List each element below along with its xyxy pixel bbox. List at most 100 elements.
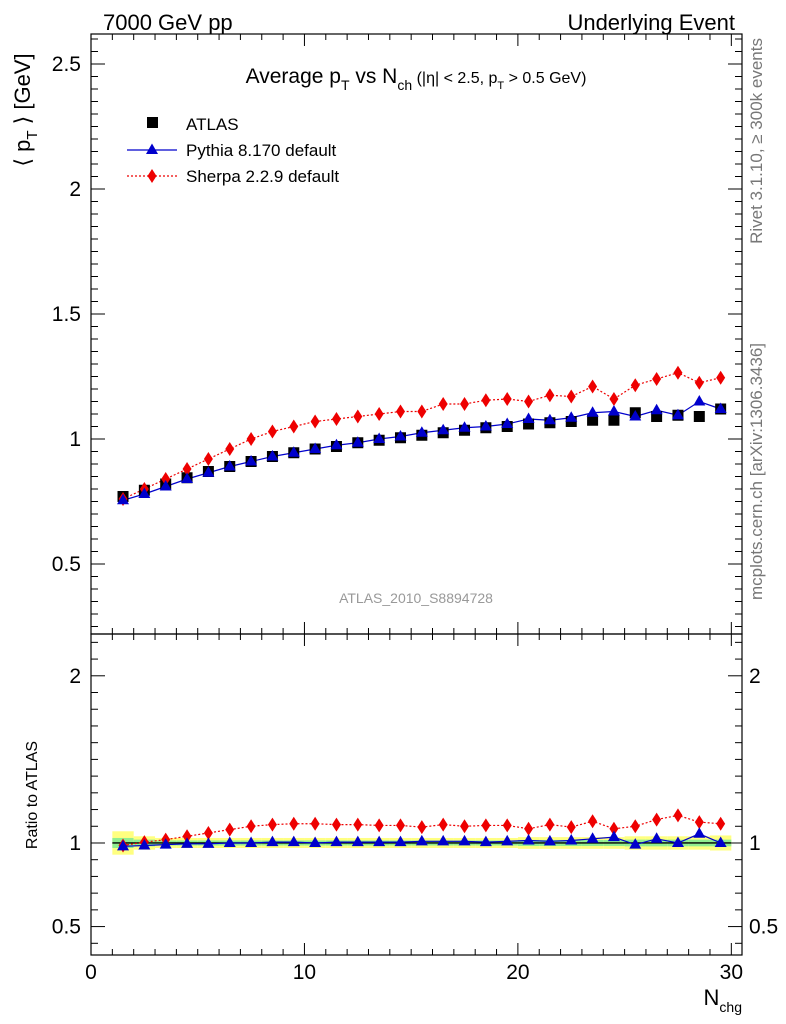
sherpa-ratio-point	[652, 812, 662, 827]
rivet-label: Rivet 3.1.10, ≥ 300k events	[747, 38, 766, 244]
pythia-point	[117, 493, 130, 505]
pythia-point	[501, 417, 514, 428]
sherpa-ratio-point	[395, 818, 405, 833]
sherpa-ratio-point	[267, 817, 277, 832]
title-cut-sub: T	[497, 80, 504, 92]
pythia-ratio-point	[287, 835, 300, 847]
sherpa-point	[331, 412, 341, 426]
sherpa-point	[203, 452, 213, 466]
sherpa-ratio-point	[438, 817, 448, 832]
sherpa-point	[246, 432, 256, 446]
main-y-label: ⟨ pT ⟩ [GeV]	[10, 53, 41, 166]
sherpa-point	[267, 424, 277, 439]
legend-pythia-label: Pythia 8.170 default	[186, 141, 337, 160]
ratio-y-tick-label-right: 1	[749, 832, 761, 855]
pythia-point	[522, 412, 535, 423]
sherpa-point	[310, 414, 320, 429]
sherpa-ratio-point	[246, 819, 256, 834]
pythia-point	[650, 403, 663, 415]
sherpa-point	[588, 379, 598, 394]
pythia-ratio-point	[181, 837, 194, 848]
x-axis-label: Nchg	[704, 985, 742, 1015]
sherpa-ratio-point	[481, 818, 491, 833]
sherpa-point	[716, 370, 726, 385]
x-label-sub: chg	[719, 999, 742, 1015]
sherpa-ratio-point	[374, 818, 384, 833]
sherpa-ratio-point	[417, 820, 427, 835]
pythia-ratio-point	[373, 835, 386, 847]
pythia-point	[223, 460, 236, 471]
pythia-point	[159, 480, 172, 491]
sherpa-point	[374, 407, 384, 421]
pythia-point	[458, 421, 471, 432]
title-mid-sub: ch	[397, 77, 412, 93]
main-y-sub: T	[24, 130, 41, 139]
analysis-watermark: ATLAS_2010_S8894728	[339, 590, 493, 606]
legend-pythia-marker	[146, 143, 158, 154]
sherpa-ratio-point	[203, 825, 213, 840]
sherpa-point	[502, 392, 512, 406]
sherpa-point	[460, 397, 470, 411]
sherpa-point	[609, 392, 619, 406]
sherpa-ratio-point	[566, 820, 576, 835]
pythia-ratio-point	[351, 835, 364, 847]
pythia-ratio-point	[415, 834, 428, 846]
pythia-ratio-point	[309, 836, 322, 847]
sherpa-ratio-point	[331, 817, 341, 832]
sherpa-ratio-point	[182, 829, 192, 844]
pythia-ratio-point	[458, 834, 471, 846]
x-tick-label: 30	[720, 961, 743, 984]
pythia-ratio-point	[117, 839, 130, 851]
plot-title: Average pT vs Nch (|η| < 2.5, pT > 0.5 G…	[246, 65, 587, 93]
ratio-y-tick-label: 0.5	[52, 916, 81, 939]
pythia-ratio-point	[223, 836, 236, 847]
x-tick-label: 20	[506, 961, 529, 984]
pythia-ratio-point	[138, 838, 151, 850]
pythia-point	[586, 406, 599, 417]
ratio-y-tick-label: 2	[69, 665, 81, 688]
pythia-point	[607, 405, 620, 416]
pythia-ratio-point	[543, 834, 556, 846]
legend-sherpa-marker	[147, 169, 157, 183]
pythia-point	[373, 432, 386, 443]
sherpa-ratio-point	[353, 817, 363, 832]
legend-sherpa-label: Sherpa 2.2.9 default	[186, 167, 339, 186]
atlas-point	[693, 411, 705, 422]
sherpa-point	[545, 388, 555, 403]
title-mid: vs N	[350, 65, 398, 88]
main-y-tick-label: 1.5	[52, 303, 81, 326]
ratio-y-tick-label: 1	[69, 832, 81, 855]
main-y-tick-label: 1	[69, 428, 81, 451]
pythia-ratio-point	[479, 835, 492, 847]
pythia-ratio-point	[693, 827, 706, 838]
sherpa-point	[161, 472, 171, 486]
pythia-ratio-point	[629, 838, 642, 849]
pythia-ratio-point	[501, 834, 514, 846]
pythia-point	[351, 436, 364, 447]
ratio-y-tick-label-right: 2	[749, 665, 761, 688]
pythia-point	[330, 438, 343, 450]
pythia-ratio-point	[671, 836, 684, 847]
sherpa-ratio-point	[694, 815, 704, 830]
pythia-ratio-point	[714, 836, 727, 847]
pythia-ratio-point	[607, 830, 620, 842]
sherpa-main-line	[122, 372, 721, 500]
title-pre-sub: T	[341, 77, 350, 93]
pythia-ratio-point	[394, 835, 407, 847]
sherpa-point	[438, 397, 448, 411]
pythia-point	[565, 411, 578, 422]
sherpa-ratio-point	[524, 821, 534, 836]
sherpa-point	[630, 378, 640, 393]
sherpa-point	[524, 394, 534, 409]
sherpa-ratio-point	[630, 819, 640, 834]
ratio-y-tick-label-right: 0.5	[749, 916, 778, 939]
ratio-frame	[90, 633, 743, 956]
sherpa-point	[673, 365, 683, 380]
sherpa-ratio-point	[310, 816, 320, 831]
sherpa-point	[289, 419, 299, 434]
atlas-point	[587, 414, 599, 426]
legend: ATLAS Pythia 8.170 default Sherpa 2.2.9 …	[127, 115, 339, 186]
title-cut-b: > 0.5 GeV)	[504, 70, 586, 87]
pythia-point	[543, 413, 556, 425]
sherpa-point	[694, 375, 704, 390]
